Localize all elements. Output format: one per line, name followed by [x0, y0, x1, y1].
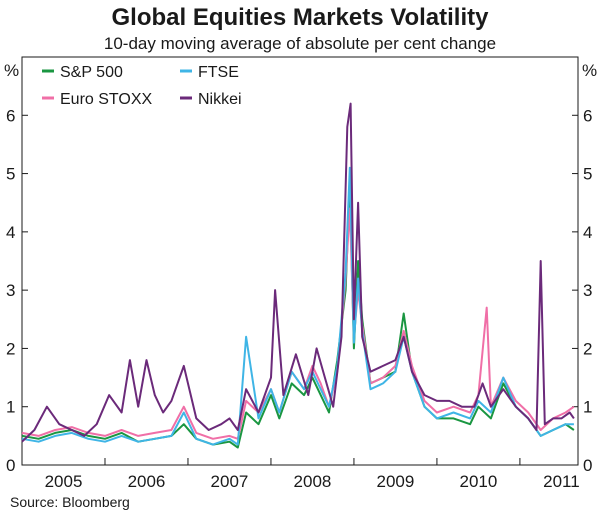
y-tick-label-right: 1	[583, 398, 592, 417]
chart-subtitle: 10-day moving average of absolute per ce…	[103, 34, 497, 53]
y-tick-label-left: 6	[6, 106, 15, 125]
legend-label-s-p-500: S&P 500	[60, 64, 123, 81]
x-tick-label: 2007	[211, 472, 249, 491]
y-tick-label-left: 4	[6, 223, 15, 242]
plot-frame	[21, 56, 579, 466]
y-tick-label-left: 2	[6, 339, 15, 358]
y-axis-unit-right: %	[582, 61, 597, 80]
series-line-nikkei	[21, 102, 575, 443]
y-tick-label-right: 4	[583, 223, 592, 242]
y-tick-label-left: 5	[6, 165, 15, 184]
y-tick-label-right: 5	[583, 165, 592, 184]
y-axis-unit-left: %	[4, 61, 19, 80]
legend-label-nikkei: Nikkei	[198, 91, 242, 108]
y-tick-label-left: 0	[6, 456, 15, 475]
y-tick-label-left: 1	[6, 398, 15, 417]
x-tick-label: 2005	[45, 472, 83, 491]
legend-label-euro-stoxx: Euro STOXX	[60, 91, 153, 108]
series-line-s-p-500	[21, 184, 575, 449]
y-tick-label-right: 2	[583, 339, 592, 358]
y-tick-label-right: 3	[583, 281, 592, 300]
x-tick-label: 2011	[543, 472, 580, 491]
legend-label-ftse: FTSE	[198, 64, 239, 81]
source-note: Source: Bloomberg	[10, 494, 130, 510]
y-tick-label-right: 0	[583, 456, 592, 475]
y-tick-label-right: 6	[583, 106, 592, 125]
y-tick-label-left: 3	[6, 281, 15, 300]
series-line-ftse	[21, 166, 574, 446]
chart-title: Global Equities Markets Volatility	[111, 4, 489, 31]
x-tick-label: 2006	[128, 472, 166, 491]
x-tick-label: 2008	[294, 472, 332, 491]
x-tick-label: 2010	[460, 472, 498, 491]
x-tick-label: 2009	[377, 472, 415, 491]
